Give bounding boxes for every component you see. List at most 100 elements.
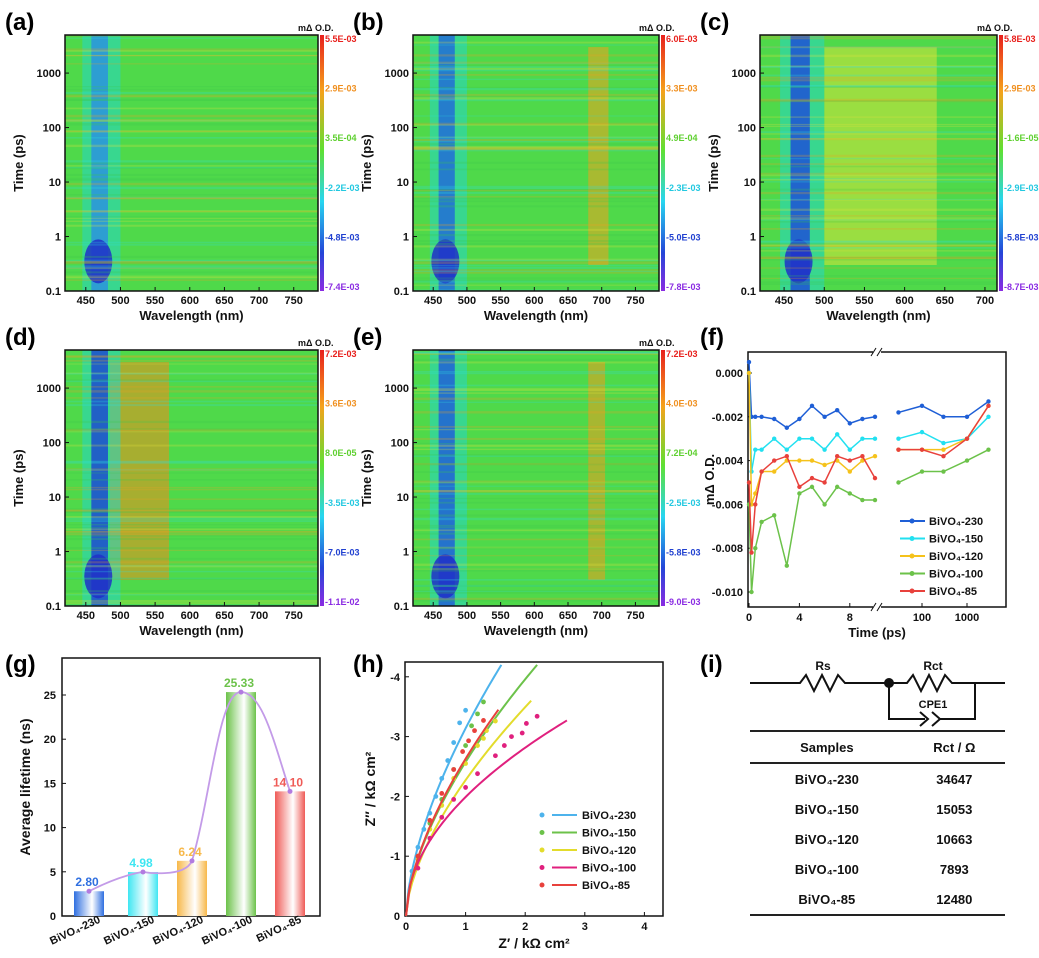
spectral-streak (413, 501, 659, 504)
y-tick-label: 10 (49, 177, 61, 189)
spectral-streak (413, 568, 659, 570)
spectral-streak (65, 460, 318, 463)
spectral-streak (413, 279, 659, 282)
y-tick-label: 1 (55, 232, 61, 244)
x-tick-label: 600 (181, 295, 199, 307)
spectral-streak (413, 444, 659, 447)
spectral-streak (65, 144, 318, 148)
spectral-streak (65, 404, 318, 407)
spectral-streak (65, 279, 318, 281)
spectral-streak (413, 234, 659, 237)
series-line-1 (748, 372, 875, 472)
spectral-streak (65, 224, 318, 227)
x-tick-label: 700 (976, 295, 994, 307)
spectral-streak (65, 431, 318, 433)
spectral-streak (65, 165, 318, 167)
spectral-streak (65, 355, 318, 358)
spectral-streak (413, 269, 659, 272)
bleach-band (438, 350, 455, 606)
x-tick-label: 600 (895, 295, 913, 307)
x-axis-title: Wavelength (nm) (484, 308, 588, 323)
x-tick-label: 550 (146, 295, 164, 307)
spectral-streak (413, 122, 659, 125)
spectral-streak (760, 66, 997, 68)
x-tick-label: 700 (593, 295, 611, 307)
spectral-streak (413, 61, 659, 64)
spectral-streak (65, 259, 318, 262)
spectral-streak (760, 267, 997, 269)
axis-break-bottom (873, 603, 881, 611)
heatmap-image (65, 35, 318, 291)
colorbar (661, 35, 665, 291)
y-tick-label: 1000 (385, 383, 409, 395)
spectral-streak (65, 533, 318, 536)
spectral-streak (65, 160, 318, 163)
spectral-streak (65, 593, 318, 595)
y-tick-label: 0.1 (46, 601, 61, 613)
bleach-band (790, 35, 810, 291)
spectral-streak (760, 277, 997, 279)
spectral-streak (65, 182, 318, 186)
legend-label: BiVO₄-230 (582, 810, 636, 822)
table-row: BiVO₄-100 7893 (750, 854, 1005, 884)
table-row: BiVO₄-120 10663 (750, 824, 1005, 854)
spectral-streak (760, 228, 997, 230)
legend-label: BiVO₄-100 (929, 569, 983, 581)
series-line-2 (748, 372, 876, 505)
legend-label: BiVO₄-100 (582, 863, 636, 875)
rs-label: Rs (815, 659, 831, 673)
spectral-streak (65, 420, 318, 424)
spectral-streak (413, 590, 659, 593)
trend-point (140, 869, 146, 875)
colorbar-label: 8.0E-05 (325, 448, 357, 458)
x-tick-label: 550 (491, 610, 509, 622)
y-tick-label: -0.004 (712, 456, 744, 468)
spectral-streak (65, 509, 318, 512)
x-category-label: BiVO₄-120 (151, 914, 205, 948)
spectral-streak (413, 471, 659, 473)
spectral-streak (413, 187, 659, 190)
fit-curve-4 (405, 709, 500, 917)
spectral-streak (413, 392, 659, 394)
circuit-wire (888, 683, 925, 720)
x-tick-label: 450 (424, 610, 442, 622)
spectral-streak (65, 261, 318, 264)
x-axis-title: Wavelength (nm) (484, 623, 588, 638)
x-tick-label: 700 (250, 295, 268, 307)
data-point (509, 734, 514, 739)
spectral-streak (413, 140, 659, 143)
colorbar (320, 35, 324, 291)
spectral-streak (760, 240, 997, 242)
spectral-streak (760, 99, 997, 103)
y-tick-label: 0 (394, 911, 400, 923)
y-tick-label: 1 (403, 232, 409, 244)
y-tick-label: -0.008 (712, 543, 743, 555)
spectral-streak (65, 37, 318, 39)
y-tick-label: 1 (55, 547, 61, 559)
col-rct: Rct / Ω (933, 739, 976, 755)
legend-label: BiVO₄-120 (929, 551, 983, 563)
spectral-streak (413, 532, 659, 535)
spectral-streak (413, 197, 659, 200)
spectral-streak (760, 192, 997, 195)
spectral-streak (760, 125, 997, 127)
trend-point (287, 788, 293, 794)
colorbar-label: 3.5E-04 (325, 133, 357, 143)
spectral-streak (413, 448, 659, 451)
spectral-streak (413, 168, 659, 171)
spectral-streak (65, 54, 318, 57)
plot-frame (412, 349, 660, 607)
spectral-streak (760, 178, 997, 181)
positive-signal-region (824, 47, 937, 266)
colorbar-label: -2.2E-03 (325, 183, 360, 193)
sample-cell: BiVO₄-230 (794, 771, 859, 787)
spectral-streak (760, 54, 997, 58)
spectral-streak (413, 388, 659, 391)
spectral-streak (760, 165, 997, 168)
x-tick-label: 750 (626, 610, 644, 622)
x-tick-label: 700 (250, 610, 268, 622)
colorbar-label: -2.5E-03 (666, 498, 701, 508)
spectral-streak (760, 256, 997, 259)
data-point (463, 785, 468, 790)
spectral-streak (760, 131, 997, 134)
